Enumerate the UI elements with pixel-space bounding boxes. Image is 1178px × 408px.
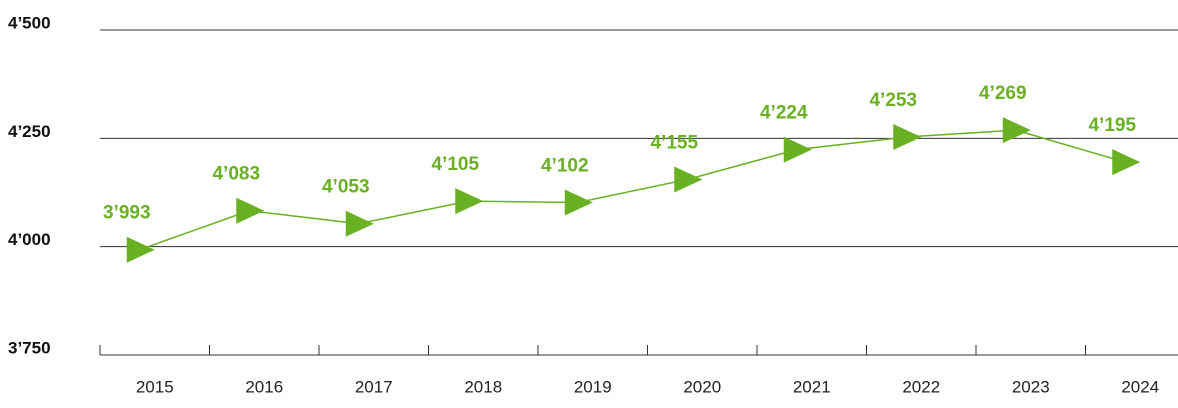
y-tick-label: 4’500 xyxy=(8,13,51,32)
x-tick-label: 2024 xyxy=(1121,377,1159,396)
marker xyxy=(455,188,484,215)
y-tick-label: 4’000 xyxy=(8,230,51,249)
marker xyxy=(236,197,265,224)
marker xyxy=(893,124,922,151)
marker xyxy=(783,136,812,163)
y-tick-label: 4’250 xyxy=(8,122,51,141)
value-label: 4’224 xyxy=(760,103,808,124)
marker xyxy=(345,210,374,237)
x-tick-label: 2019 xyxy=(574,377,612,396)
value-label: 4’083 xyxy=(212,164,260,185)
value-label: 3’993 xyxy=(103,203,151,224)
x-tick-label: 2018 xyxy=(464,377,502,396)
x-tick-label: 2016 xyxy=(245,377,283,396)
x-tick-label: 2015 xyxy=(136,377,174,396)
marker xyxy=(674,166,703,193)
y-tick-label: 3’750 xyxy=(8,338,51,357)
value-label: 4’269 xyxy=(979,83,1027,104)
value-label: 4’102 xyxy=(541,155,589,176)
marker xyxy=(1002,117,1031,144)
marker xyxy=(126,236,155,263)
value-label: 4’253 xyxy=(869,90,917,111)
marker xyxy=(1112,149,1141,176)
x-tick-label: 2021 xyxy=(793,377,831,396)
x-tick-label: 2017 xyxy=(355,377,393,396)
x-tick-label: 2023 xyxy=(1012,377,1050,396)
x-tick-label: 2020 xyxy=(683,377,721,396)
value-label: 4’155 xyxy=(650,133,698,154)
line xyxy=(139,129,1126,251)
value-label: 4’195 xyxy=(1088,115,1136,136)
x-tick-label: 2022 xyxy=(902,377,940,396)
value-label: 4’105 xyxy=(431,154,479,175)
marker xyxy=(564,189,593,216)
value-label: 4’053 xyxy=(322,177,370,198)
